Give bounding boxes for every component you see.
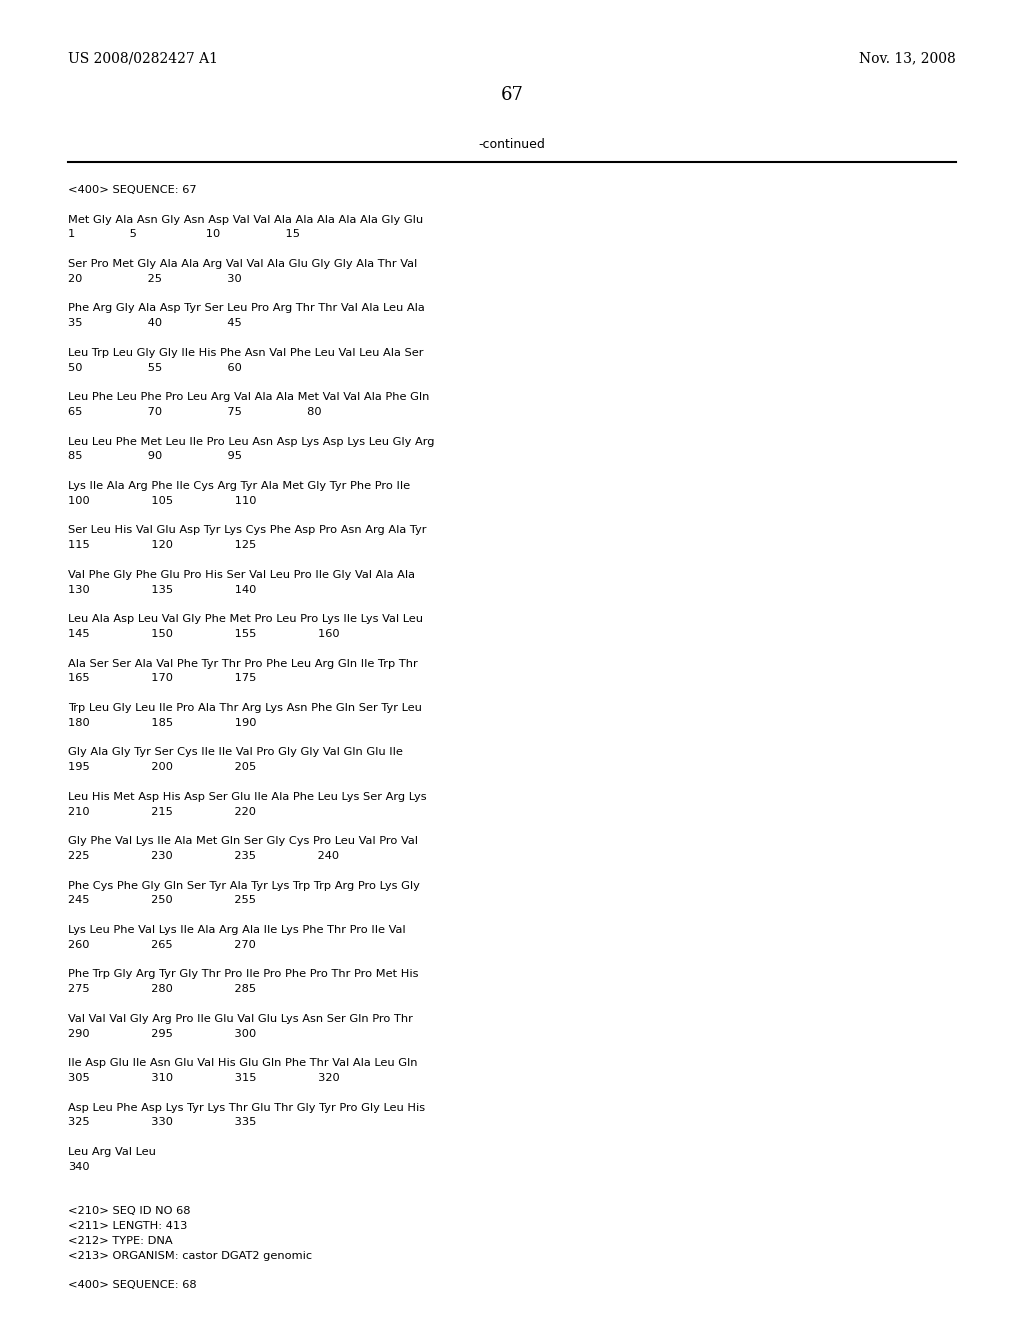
- Text: Leu Leu Phe Met Leu Ile Pro Leu Asn Asp Lys Asp Lys Leu Gly Arg: Leu Leu Phe Met Leu Ile Pro Leu Asn Asp …: [68, 437, 434, 446]
- Text: 65                  70                  75                  80: 65 70 75 80: [68, 407, 322, 417]
- Text: Phe Arg Gly Ala Asp Tyr Ser Leu Pro Arg Thr Thr Val Ala Leu Ala: Phe Arg Gly Ala Asp Tyr Ser Leu Pro Arg …: [68, 304, 425, 313]
- Text: 115                 120                 125: 115 120 125: [68, 540, 256, 550]
- Text: 1               5                   10                  15: 1 5 10 15: [68, 230, 300, 239]
- Text: 245                 250                 255: 245 250 255: [68, 895, 256, 906]
- Text: Ala Ser Ser Ala Val Phe Tyr Thr Pro Phe Leu Arg Gln Ile Trp Thr: Ala Ser Ser Ala Val Phe Tyr Thr Pro Phe …: [68, 659, 418, 669]
- Text: Leu Ala Asp Leu Val Gly Phe Met Pro Leu Pro Lys Ile Lys Val Leu: Leu Ala Asp Leu Val Gly Phe Met Pro Leu …: [68, 614, 423, 624]
- Text: Nov. 13, 2008: Nov. 13, 2008: [859, 51, 956, 65]
- Text: 165                 170                 175: 165 170 175: [68, 673, 256, 684]
- Text: <211> LENGTH: 413: <211> LENGTH: 413: [68, 1221, 187, 1232]
- Text: <212> TYPE: DNA: <212> TYPE: DNA: [68, 1236, 173, 1246]
- Text: Ser Leu His Val Glu Asp Tyr Lys Cys Phe Asp Pro Asn Arg Ala Tyr: Ser Leu His Val Glu Asp Tyr Lys Cys Phe …: [68, 525, 427, 536]
- Text: Ile Asp Glu Ile Asn Glu Val His Glu Gln Phe Thr Val Ala Leu Gln: Ile Asp Glu Ile Asn Glu Val His Glu Gln …: [68, 1059, 418, 1068]
- Text: 195                 200                 205: 195 200 205: [68, 762, 256, 772]
- Text: 100                 105                 110: 100 105 110: [68, 496, 256, 506]
- Text: 50                  55                  60: 50 55 60: [68, 363, 242, 372]
- Text: 180                 185                 190: 180 185 190: [68, 718, 256, 727]
- Text: <400> SEQUENCE: 68: <400> SEQUENCE: 68: [68, 1280, 197, 1290]
- Text: Gly Phe Val Lys Ile Ala Met Gln Ser Gly Cys Pro Leu Val Pro Val: Gly Phe Val Lys Ile Ala Met Gln Ser Gly …: [68, 836, 418, 846]
- Text: 67: 67: [501, 86, 523, 104]
- Text: 35                  40                  45: 35 40 45: [68, 318, 242, 329]
- Text: Phe Trp Gly Arg Tyr Gly Thr Pro Ile Pro Phe Pro Thr Pro Met His: Phe Trp Gly Arg Tyr Gly Thr Pro Ile Pro …: [68, 969, 419, 979]
- Text: 225                 230                 235                 240: 225 230 235 240: [68, 851, 339, 861]
- Text: <400> SEQUENCE: 67: <400> SEQUENCE: 67: [68, 185, 197, 195]
- Text: Phe Cys Phe Gly Gln Ser Tyr Ala Tyr Lys Trp Trp Arg Pro Lys Gly: Phe Cys Phe Gly Gln Ser Tyr Ala Tyr Lys …: [68, 880, 420, 891]
- Text: Leu Arg Val Leu: Leu Arg Val Leu: [68, 1147, 156, 1158]
- Text: Asp Leu Phe Asp Lys Tyr Lys Thr Glu Thr Gly Tyr Pro Gly Leu His: Asp Leu Phe Asp Lys Tyr Lys Thr Glu Thr …: [68, 1102, 425, 1113]
- Text: Val Val Val Gly Arg Pro Ile Glu Val Glu Lys Asn Ser Gln Pro Thr: Val Val Val Gly Arg Pro Ile Glu Val Glu …: [68, 1014, 413, 1024]
- Text: Leu Phe Leu Phe Pro Leu Arg Val Ala Ala Met Val Val Ala Phe Gln: Leu Phe Leu Phe Pro Leu Arg Val Ala Ala …: [68, 392, 429, 403]
- Text: 85                  90                  95: 85 90 95: [68, 451, 242, 462]
- Text: 260                 265                 270: 260 265 270: [68, 940, 256, 950]
- Text: Val Phe Gly Phe Glu Pro His Ser Val Leu Pro Ile Gly Val Ala Ala: Val Phe Gly Phe Glu Pro His Ser Val Leu …: [68, 570, 415, 579]
- Text: Trp Leu Gly Leu Ile Pro Ala Thr Arg Lys Asn Phe Gln Ser Tyr Leu: Trp Leu Gly Leu Ile Pro Ala Thr Arg Lys …: [68, 704, 422, 713]
- Text: 20                  25                  30: 20 25 30: [68, 273, 242, 284]
- Text: -continued: -continued: [478, 139, 546, 150]
- Text: 340: 340: [68, 1162, 90, 1172]
- Text: Leu His Met Asp His Asp Ser Glu Ile Ala Phe Leu Lys Ser Arg Lys: Leu His Met Asp His Asp Ser Glu Ile Ala …: [68, 792, 427, 801]
- Text: Leu Trp Leu Gly Gly Ile His Phe Asn Val Phe Leu Val Leu Ala Ser: Leu Trp Leu Gly Gly Ile His Phe Asn Val …: [68, 347, 424, 358]
- Text: 325                 330                 335: 325 330 335: [68, 1118, 256, 1127]
- Text: 145                 150                 155                 160: 145 150 155 160: [68, 630, 340, 639]
- Text: US 2008/0282427 A1: US 2008/0282427 A1: [68, 51, 218, 65]
- Text: 275                 280                 285: 275 280 285: [68, 985, 256, 994]
- Text: Lys Ile Ala Arg Phe Ile Cys Arg Tyr Ala Met Gly Tyr Phe Pro Ile: Lys Ile Ala Arg Phe Ile Cys Arg Tyr Ala …: [68, 480, 411, 491]
- Text: 130                 135                 140: 130 135 140: [68, 585, 256, 594]
- Text: 210                 215                 220: 210 215 220: [68, 807, 256, 817]
- Text: <213> ORGANISM: castor DGAT2 genomic: <213> ORGANISM: castor DGAT2 genomic: [68, 1250, 312, 1261]
- Text: <210> SEQ ID NO 68: <210> SEQ ID NO 68: [68, 1206, 190, 1216]
- Text: Lys Leu Phe Val Lys Ile Ala Arg Ala Ile Lys Phe Thr Pro Ile Val: Lys Leu Phe Val Lys Ile Ala Arg Ala Ile …: [68, 925, 406, 935]
- Text: Ser Pro Met Gly Ala Ala Arg Val Val Ala Glu Gly Gly Ala Thr Val: Ser Pro Met Gly Ala Ala Arg Val Val Ala …: [68, 259, 417, 269]
- Text: Gly Ala Gly Tyr Ser Cys Ile Ile Val Pro Gly Gly Val Gln Glu Ile: Gly Ala Gly Tyr Ser Cys Ile Ile Val Pro …: [68, 747, 402, 758]
- Text: 290                 295                 300: 290 295 300: [68, 1028, 256, 1039]
- Text: Met Gly Ala Asn Gly Asn Asp Val Val Ala Ala Ala Ala Ala Gly Glu: Met Gly Ala Asn Gly Asn Asp Val Val Ala …: [68, 215, 423, 224]
- Text: 305                 310                 315                 320: 305 310 315 320: [68, 1073, 340, 1082]
